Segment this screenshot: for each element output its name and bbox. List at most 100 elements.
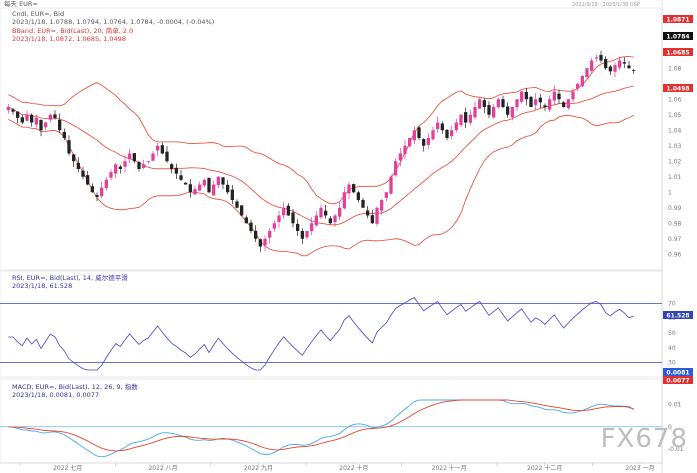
- candle: [361, 197, 365, 208]
- candle: [300, 228, 304, 245]
- macd-series: [8, 399, 634, 458]
- svg-text:1.0498: 1.0498: [666, 86, 689, 93]
- candle: [394, 158, 398, 177]
- candle: [146, 161, 150, 164]
- candle: [347, 181, 351, 199]
- svg-text:0.0081: 0.0081: [666, 370, 689, 377]
- candle: [30, 113, 34, 127]
- candle: [543, 103, 547, 111]
- candle: [389, 174, 393, 196]
- candle: [226, 180, 230, 195]
- candle-legend: Cndl, EUR=, Bid: [12, 10, 64, 18]
- candle: [319, 204, 323, 220]
- candle: [590, 57, 594, 73]
- rsi-series: [8, 296, 634, 371]
- candle: [198, 181, 202, 191]
- candle: [464, 107, 468, 129]
- badge-upper: 1.0871: [663, 15, 693, 24]
- candle: [482, 98, 486, 114]
- candle: [468, 109, 472, 126]
- candle: [566, 98, 570, 110]
- candle: [375, 206, 379, 227]
- candle: [520, 90, 524, 104]
- badge-rsi: 61.528: [663, 311, 693, 320]
- candle: [39, 119, 43, 137]
- candle: [90, 183, 94, 193]
- candle: [137, 160, 141, 172]
- candle: [510, 106, 514, 121]
- candle: [179, 170, 183, 181]
- bband-lower-line: [8, 114, 634, 257]
- badge-middle: 1.0685: [663, 48, 693, 57]
- candle: [408, 137, 412, 148]
- candle: [613, 62, 617, 78]
- candle: [67, 135, 71, 156]
- candle: [529, 95, 533, 108]
- rsi-tick-label: 50: [668, 330, 676, 337]
- rsi-tick-label: 70: [668, 300, 676, 307]
- candle-values: 2023/1/18, 1.0788, 1.0794, 1.0764, 1.078…: [12, 18, 214, 26]
- bollinger-bands: [8, 56, 634, 257]
- candle: [34, 114, 38, 128]
- candle: [356, 190, 360, 203]
- x-axis: 2022 七月 2022 八月 2022 九月 2022 十月 2022 十一月 2022…: [0, 462, 662, 472]
- price-tick-label: 1.05: [668, 112, 682, 119]
- candle: [627, 60, 631, 69]
- candle: [193, 186, 197, 195]
- candle: [314, 211, 318, 227]
- candle: [16, 111, 20, 124]
- candle: [58, 113, 62, 134]
- candle: [538, 94, 542, 109]
- candle: [496, 97, 500, 109]
- candle: [286, 202, 290, 216]
- x-tick-label: 2022 七月: [53, 464, 82, 472]
- candle: [380, 199, 384, 216]
- svg-text:61.528: 61.528: [666, 313, 689, 320]
- candle: [118, 164, 122, 174]
- candle: [422, 138, 426, 152]
- price-tick-label: 1.03: [668, 143, 682, 150]
- candle: [608, 64, 612, 76]
- candle: [328, 215, 332, 225]
- candle: [580, 75, 584, 88]
- candle: [6, 103, 10, 114]
- macd-tick-label: -0.01: [668, 446, 684, 453]
- candle: [506, 102, 510, 118]
- candle: [95, 192, 99, 202]
- bband-values: 2023/1/18, 1.0872, 1.0685, 1.0498: [12, 35, 126, 43]
- macd-tick-label: 0.01: [668, 401, 682, 408]
- candle: [25, 110, 29, 122]
- macd-panel-frame: [0, 378, 663, 464]
- candle: [174, 163, 178, 180]
- price-tick-label: 1.08: [668, 65, 682, 72]
- candle: [109, 169, 113, 181]
- x-tick-label: 2022 八月: [148, 465, 177, 472]
- badge-macd: 0.0081: [663, 368, 693, 377]
- x-tick-label: 2022 十二月: [527, 464, 562, 472]
- candle: [440, 121, 444, 134]
- rsi-values: 2023/1/18, 61.528: [12, 282, 72, 290]
- candle: [282, 201, 286, 220]
- candle: [221, 177, 225, 190]
- candle: [114, 162, 118, 179]
- candle: [342, 187, 346, 210]
- candle: [431, 126, 435, 141]
- rsi-tick-label: 30: [668, 360, 676, 367]
- candle: [594, 54, 598, 62]
- svg-text:0.0077: 0.0077: [666, 378, 689, 385]
- candle: [576, 83, 580, 91]
- candle: [188, 179, 192, 198]
- candle: [552, 85, 556, 105]
- bband-legend: BBand, EUR=, Bid(Last), 20, 简单, 2.0: [12, 26, 133, 35]
- macd-values: 2023/1/18, 0.0081, 0.0077: [12, 391, 99, 399]
- rsi-y-axis: 7060504030: [668, 300, 676, 366]
- rsi-tick-label: 40: [668, 345, 676, 352]
- badge-lower: 1.0498: [663, 84, 693, 93]
- candle: [170, 163, 174, 174]
- candle: [207, 177, 211, 194]
- candle: [454, 118, 458, 133]
- candlesticks: [6, 50, 636, 253]
- candle: [501, 95, 505, 109]
- candle: [632, 69, 636, 74]
- signal-series: [8, 399, 634, 452]
